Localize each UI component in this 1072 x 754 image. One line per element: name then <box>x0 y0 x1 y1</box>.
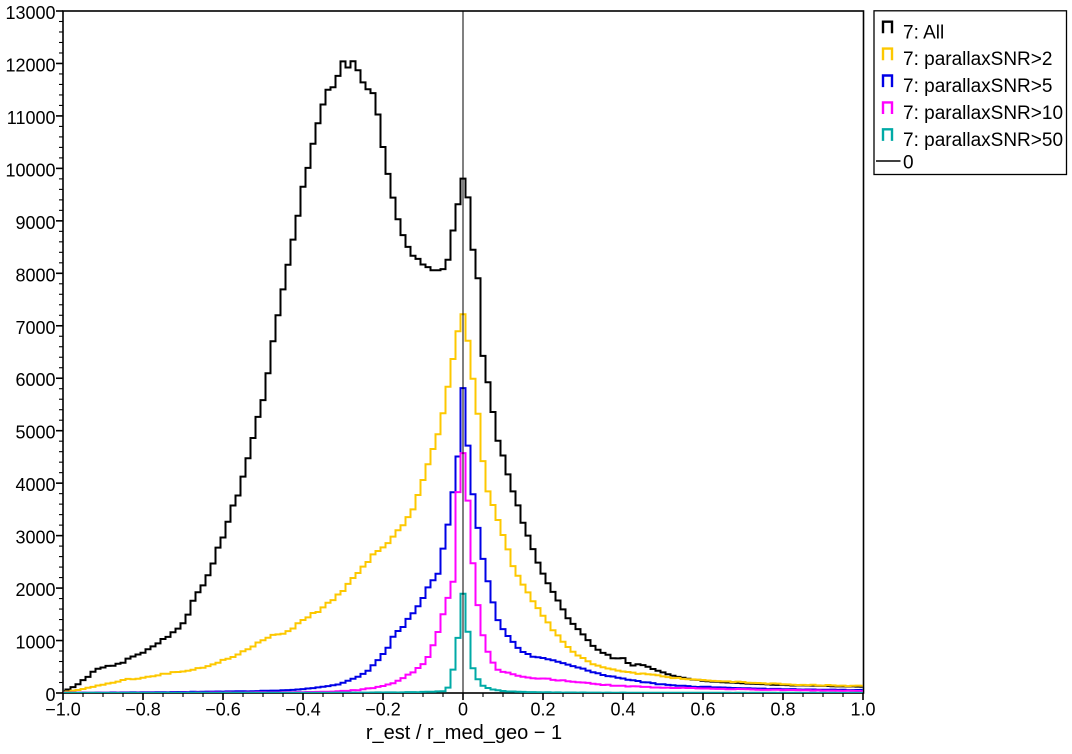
svg-text:7000: 7000 <box>15 318 55 338</box>
svg-text:7: All: 7: All <box>903 22 944 43</box>
svg-text:0: 0 <box>458 700 468 720</box>
svg-text:0.4: 0.4 <box>610 700 635 720</box>
svg-text:7: parallaxSNR>50: 7: parallaxSNR>50 <box>903 130 1063 151</box>
svg-text:−1.0: −1.0 <box>45 700 81 720</box>
svg-text:10000: 10000 <box>5 160 55 180</box>
svg-text:8000: 8000 <box>15 265 55 285</box>
svg-text:5000: 5000 <box>15 423 55 443</box>
svg-text:r_est / r_med_geo − 1: r_est / r_med_geo − 1 <box>366 722 562 744</box>
svg-text:13000: 13000 <box>5 3 55 23</box>
svg-text:0.2: 0.2 <box>530 700 555 720</box>
svg-text:0.8: 0.8 <box>770 700 795 720</box>
svg-text:−0.4: −0.4 <box>285 700 321 720</box>
svg-text:0.6: 0.6 <box>690 700 715 720</box>
svg-text:3000: 3000 <box>15 528 55 548</box>
svg-text:2000: 2000 <box>15 580 55 600</box>
svg-text:4000: 4000 <box>15 475 55 495</box>
svg-text:7: parallaxSNR>5: 7: parallaxSNR>5 <box>903 76 1052 97</box>
svg-text:1.0: 1.0 <box>850 700 875 720</box>
svg-text:0: 0 <box>903 153 914 174</box>
svg-text:6000: 6000 <box>15 370 55 390</box>
svg-text:12000: 12000 <box>5 56 55 76</box>
svg-text:−0.6: −0.6 <box>205 700 241 720</box>
svg-text:−0.2: −0.2 <box>365 700 401 720</box>
svg-text:7: parallaxSNR>2: 7: parallaxSNR>2 <box>903 49 1052 70</box>
svg-text:7: parallaxSNR>10: 7: parallaxSNR>10 <box>903 103 1063 124</box>
svg-text:11000: 11000 <box>7 108 56 128</box>
svg-text:1000: 1000 <box>15 633 55 653</box>
svg-text:0: 0 <box>45 685 55 705</box>
svg-text:−0.8: −0.8 <box>125 700 161 720</box>
svg-text:9000: 9000 <box>15 213 55 233</box>
